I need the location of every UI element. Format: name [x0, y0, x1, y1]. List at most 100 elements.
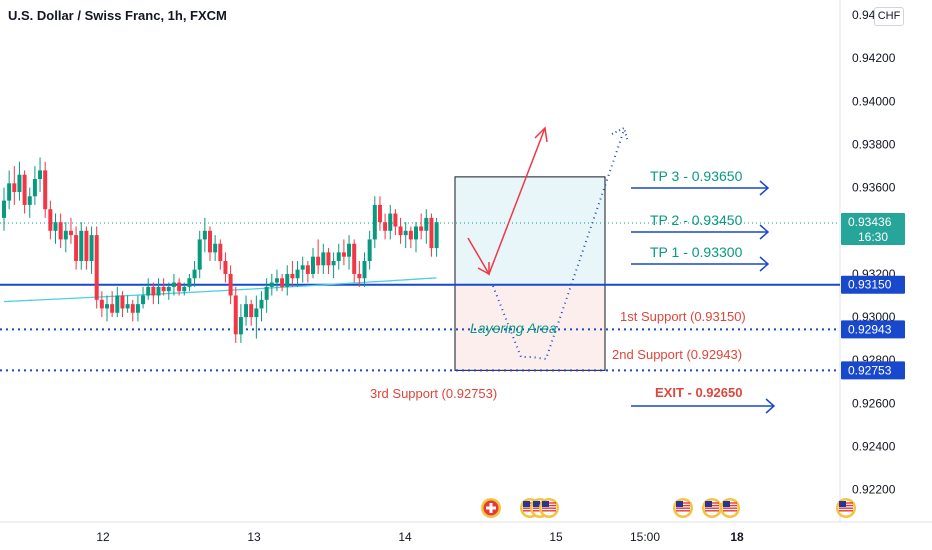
candle-body: [305, 265, 310, 274]
candle-body: [249, 304, 254, 318]
candle-body: [311, 256, 315, 274]
y-tick-label: 0.92600: [852, 396, 896, 410]
y-tick-label: 0.92200: [852, 483, 896, 497]
candle-body: [321, 252, 326, 266]
candle-body: [115, 295, 120, 313]
candle-body: [79, 230, 84, 261]
flag-canton: [542, 501, 549, 507]
flag-stripe: [542, 507, 556, 509]
flag-stripe: [705, 510, 719, 512]
candle-body: [151, 286, 156, 296]
candle-body: [347, 243, 352, 257]
candle-body: [269, 282, 274, 287]
candle-body: [53, 222, 58, 231]
candle-body: [187, 278, 192, 287]
candle-body: [38, 170, 43, 180]
candle-body: [58, 222, 63, 240]
moving-average-line: [3, 277, 437, 303]
blue-path: [492, 129, 625, 361]
us-flag-icon: [539, 498, 559, 518]
scenario-arrow-red: [467, 126, 548, 276]
candle-body: [2, 200, 6, 218]
zone-upper: [455, 176, 605, 285]
flag-stripe: [676, 507, 690, 509]
candle-body: [414, 226, 418, 240]
level-price-badge-text: 0.92943: [848, 322, 892, 336]
flag-stripe: [523, 507, 537, 509]
scenario-arrow-blue: [492, 126, 629, 361]
candle-body: [146, 286, 151, 296]
candle-body: [228, 273, 233, 296]
candle-body: [331, 261, 336, 266]
candle-body: [388, 213, 393, 231]
y-tick-label: 0.94200: [852, 51, 896, 65]
flag-cross: [486, 506, 496, 510]
y-tick-label: 0.93600: [852, 181, 896, 195]
candle-body: [120, 295, 125, 309]
current-price-text: 0.93436: [848, 215, 892, 229]
candles: [2, 157, 439, 343]
candle-body: [367, 239, 372, 261]
candle-body: [68, 230, 73, 236]
support-label: 3rd Support (0.92753): [370, 386, 497, 401]
candle-body: [171, 282, 176, 287]
y-tick-label: 0.93800: [852, 138, 896, 152]
x-tick-label: 15: [549, 530, 563, 544]
flag-stripe: [676, 510, 690, 512]
candle-body: [156, 286, 161, 296]
candle-body: [372, 204, 377, 240]
candle-body: [12, 183, 17, 192]
candle-body: [7, 183, 12, 201]
tp-arrowhead: [759, 256, 770, 272]
flag-stripe: [839, 507, 853, 509]
swiss-flag-icon: [481, 498, 501, 518]
candle-body: [208, 230, 212, 253]
candle-body: [341, 252, 346, 257]
blue-arrowhead: [611, 126, 629, 143]
candle-body: [63, 230, 68, 240]
candle-body: [233, 295, 238, 335]
candle-body: [22, 174, 27, 205]
exit-label: EXIT - 0.92650: [655, 385, 742, 400]
countdown-text: 16:30: [858, 230, 888, 244]
currency-badge[interactable]: CHF: [874, 7, 904, 26]
red-arrowhead-up: [534, 126, 548, 143]
tp-label: TP 2 - 0.93450: [650, 212, 743, 228]
support-label: 1st Support (0.93150): [620, 309, 746, 324]
y-tick-label: 0.92400: [852, 440, 896, 454]
candle-body: [336, 252, 341, 261]
candle-body: [166, 286, 171, 292]
candle-body: [161, 286, 166, 292]
candle-body: [99, 299, 104, 309]
candle-body: [94, 235, 99, 300]
candle-body: [403, 230, 408, 236]
candle-body: [393, 213, 398, 227]
tp-label: TP 1 - 0.93300: [650, 244, 743, 260]
level-price-badge: [841, 320, 905, 339]
current-price-badge: [841, 213, 905, 246]
time-axis: 12 13 14 15 15:00 18: [0, 521, 932, 544]
price-axis: 0.944000.942000.940000.938000.936000.932…: [839, 0, 896, 522]
candle-body: [105, 304, 109, 309]
candle-body: [254, 308, 259, 318]
tp-arrowhead: [759, 224, 770, 240]
red-arrowhead-down: [477, 262, 490, 276]
candle-body: [290, 273, 295, 279]
candle-body: [429, 217, 434, 249]
candle-body: [352, 243, 357, 274]
candle-body: [244, 304, 249, 318]
level-price-badge: [841, 275, 905, 294]
candle-body: [202, 230, 207, 240]
candle-body: [182, 286, 187, 292]
candle-body: [362, 261, 367, 279]
flag-stripe: [542, 510, 556, 512]
candle-body: [84, 230, 89, 261]
flag-stripe: [523, 510, 537, 512]
candle-body: [218, 243, 223, 261]
exit-arrowhead: [765, 398, 776, 414]
candle-body: [110, 304, 115, 313]
candle-body: [316, 256, 321, 266]
flag-canton: [723, 501, 730, 507]
candle-body: [192, 269, 197, 279]
